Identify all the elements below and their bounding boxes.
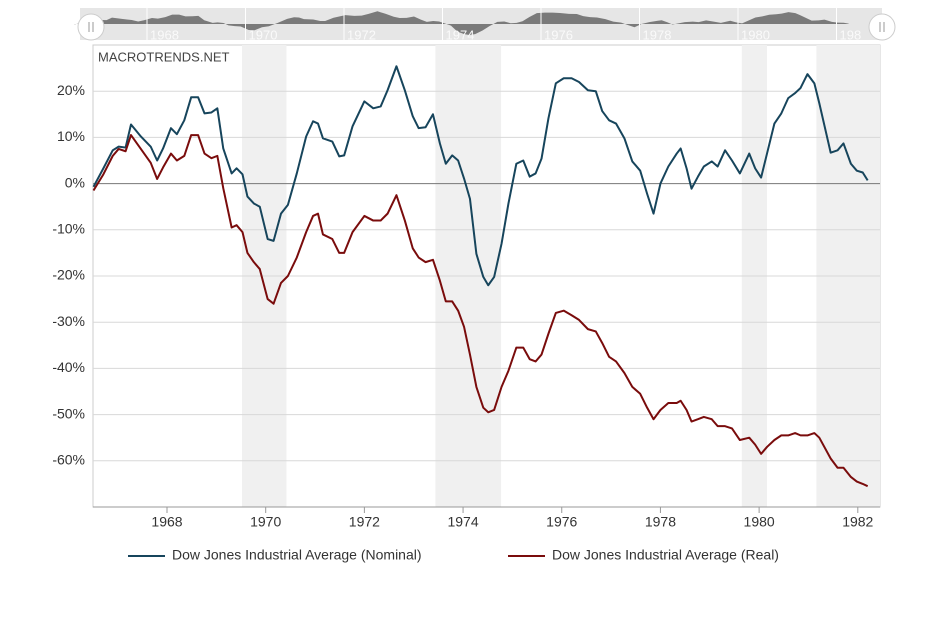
y-tick-label: 0% (65, 174, 85, 190)
navigator-label: 1978 (643, 27, 672, 42)
navigator-label: 1974 (446, 27, 475, 42)
x-tick-label: 1978 (645, 514, 676, 530)
x-tick-label: 1976 (546, 514, 577, 530)
navigator-label: 1972 (347, 27, 376, 42)
navigator-label: 1976 (544, 27, 573, 42)
legend-label: Dow Jones Industrial Average (Real) (552, 547, 779, 563)
y-tick-label: 20% (57, 82, 85, 98)
series-line (92, 65, 869, 287)
x-tick-label: 1974 (447, 514, 478, 530)
x-tick-label: 1968 (151, 514, 182, 530)
y-tick-label: -20% (52, 267, 85, 283)
series-line (92, 134, 869, 488)
navigator-handle[interactable] (77, 13, 105, 41)
y-tick-label: -40% (52, 359, 85, 375)
x-tick-label: 1972 (349, 514, 380, 530)
x-tick-label: 1982 (842, 514, 873, 530)
plot (92, 45, 880, 513)
y-tick-label: 10% (57, 128, 85, 144)
y-tick-label: -60% (52, 452, 85, 468)
navigator-area (74, 11, 849, 36)
y-tick-label: -10% (52, 221, 85, 237)
watermark: MACROTRENDS.NET (98, 49, 230, 64)
navigator-handle[interactable] (868, 13, 896, 41)
navigator-label: 1980 (741, 27, 770, 42)
y-tick-label: -50% (52, 405, 85, 421)
x-tick-label: 1970 (250, 514, 281, 530)
legend-label: Dow Jones Industrial Average (Nominal) (172, 547, 422, 563)
navigator-label: 1968 (150, 27, 179, 42)
navigator-group: 1968 1970 1972 1974 1976 1978 1980 198 (74, 8, 861, 42)
navigator-label: 1970 (249, 27, 278, 42)
y-tick-label: -30% (52, 313, 85, 329)
navigator-label: 198 (840, 27, 862, 42)
x-tick-label: 1980 (744, 514, 775, 530)
